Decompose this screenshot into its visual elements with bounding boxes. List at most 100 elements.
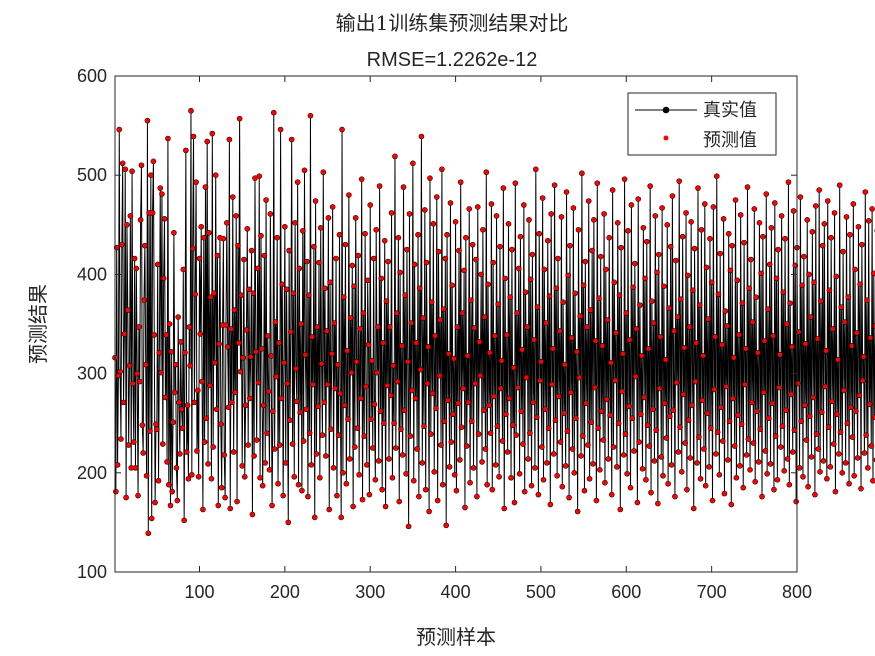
pred-point	[276, 340, 282, 346]
pred-point	[216, 341, 222, 347]
pred-point	[313, 198, 318, 204]
pred-point	[120, 160, 125, 166]
pred-point	[565, 428, 570, 434]
pred-point	[533, 166, 539, 172]
pred-point	[801, 254, 807, 259]
pred-point	[236, 340, 242, 346]
pred-point	[774, 276, 779, 281]
pred-point	[456, 248, 462, 253]
pred-point	[821, 458, 826, 464]
pred-point	[173, 362, 178, 367]
pred-point	[538, 359, 544, 364]
pred-point	[667, 413, 673, 419]
pred-point	[270, 408, 276, 414]
pred-point	[595, 425, 601, 431]
pred-point	[399, 343, 405, 349]
legend-true-label: 真实值	[703, 100, 757, 121]
pred-point	[396, 499, 402, 504]
pred-point	[460, 310, 465, 316]
pred-point	[478, 272, 484, 277]
pred-point	[665, 481, 671, 487]
pred-point	[198, 224, 204, 230]
pred-point	[705, 316, 711, 322]
pred-point	[636, 439, 642, 445]
pred-point	[675, 314, 680, 320]
pred-point	[663, 357, 668, 363]
pred-point	[557, 328, 563, 334]
pred-point	[715, 429, 720, 435]
pred-point	[767, 262, 772, 267]
pred-point	[466, 206, 472, 212]
pred-point	[307, 430, 312, 436]
pred-point	[725, 457, 731, 463]
pred-point	[608, 360, 614, 365]
pred-point	[547, 293, 552, 299]
pred-point	[623, 310, 629, 316]
pred-point	[381, 420, 387, 426]
pred-point	[617, 292, 622, 298]
pred-point	[783, 408, 789, 413]
pred-point	[275, 481, 281, 487]
pred-point	[563, 463, 568, 469]
pred-point	[723, 308, 728, 314]
pred-point	[444, 232, 450, 238]
pred-point	[501, 185, 506, 191]
pred-point	[442, 418, 447, 424]
pred-point	[365, 278, 370, 283]
pred-point	[677, 424, 683, 430]
pred-point	[534, 414, 539, 420]
pred-point	[478, 373, 483, 378]
pred-point	[413, 396, 418, 401]
pred-point	[870, 478, 875, 484]
pred-point	[524, 375, 529, 380]
pred-point	[781, 289, 786, 295]
pred-point	[431, 221, 436, 227]
pred-point	[340, 470, 346, 476]
pred-point	[627, 337, 633, 343]
pred-point	[676, 178, 682, 184]
pred-point	[462, 505, 468, 510]
true-series-line	[114, 110, 875, 534]
pred-point	[398, 426, 404, 432]
pred-point	[349, 263, 355, 268]
pred-point	[352, 444, 358, 450]
pred-point	[274, 235, 280, 240]
pred-point	[469, 418, 475, 424]
pred-point	[809, 454, 814, 460]
pred-point	[610, 187, 615, 193]
pred-point	[241, 257, 247, 262]
pred-point	[588, 307, 593, 313]
pred-point	[476, 431, 481, 437]
pred-point	[597, 467, 603, 473]
pred-point	[519, 347, 525, 353]
pred-point	[532, 465, 538, 471]
pred-point	[700, 353, 706, 359]
pred-point	[366, 342, 371, 348]
pred-point	[706, 464, 712, 470]
pred-point	[681, 392, 686, 397]
pred-point	[526, 217, 532, 223]
pred-point	[777, 352, 783, 358]
pred-point	[155, 262, 160, 267]
pred-point	[144, 473, 149, 479]
pred-point	[576, 227, 581, 233]
pred-point	[166, 482, 172, 488]
pred-point	[278, 127, 283, 132]
pred-point	[312, 515, 318, 520]
pred-point	[515, 385, 521, 390]
pred-point	[734, 278, 740, 283]
pred-point	[142, 243, 148, 248]
pred-point	[403, 471, 409, 477]
pred-point	[192, 400, 197, 405]
pred-point	[396, 235, 401, 240]
pred-point	[298, 321, 304, 327]
pred-point	[753, 294, 759, 300]
pred-point	[692, 246, 697, 251]
pred-point	[274, 374, 279, 379]
pred-point	[225, 344, 230, 350]
pred-point	[202, 439, 207, 445]
pred-point	[353, 215, 359, 221]
pred-point	[143, 362, 149, 367]
pred-point	[638, 411, 644, 417]
pred-point	[297, 266, 302, 271]
